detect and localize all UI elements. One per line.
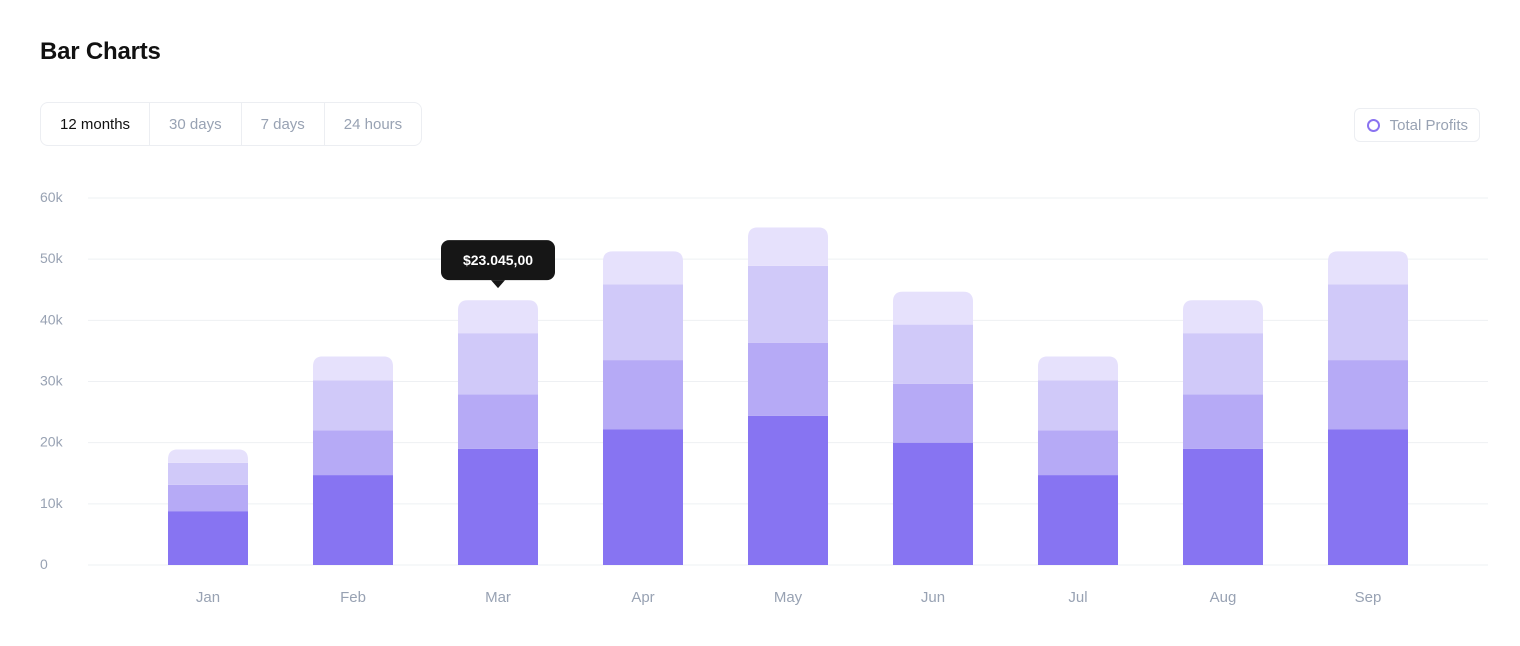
tab-30-days[interactable]: 30 days xyxy=(150,103,242,145)
tab-24-hours[interactable]: 24 hours xyxy=(343,115,403,133)
bar-segment xyxy=(893,383,973,443)
bar-segment xyxy=(313,430,393,476)
bar-segment xyxy=(458,394,538,449)
x-tick-label: Jan xyxy=(196,589,220,606)
bar-stack xyxy=(1038,356,1118,565)
bar-segment xyxy=(1328,360,1408,430)
bar-segment xyxy=(748,415,828,565)
tooltip-pointer xyxy=(491,280,505,289)
x-tick-label: Jun xyxy=(921,589,945,606)
bar-segment xyxy=(168,511,248,565)
page-title: Bar Charts xyxy=(40,38,161,65)
legend-circle-icon xyxy=(1366,118,1380,132)
bar-segment xyxy=(603,360,683,430)
bar-segment xyxy=(1183,333,1263,395)
bar-segment xyxy=(893,324,973,384)
bar-segment xyxy=(603,251,683,285)
bar-segment xyxy=(458,333,538,395)
bar-segment xyxy=(748,265,828,343)
bar-segment xyxy=(458,300,538,334)
time-range-tabs: 12 months 30 days 7 days 24 hours xyxy=(40,102,423,146)
y-tick-label: 10k xyxy=(40,495,64,511)
tab-12-months[interactable]: 12 months xyxy=(41,103,151,145)
tooltip-box xyxy=(441,240,555,281)
x-tick-label: Mar xyxy=(485,589,511,606)
y-tick-label: 40k xyxy=(40,311,64,327)
bar-stack xyxy=(893,291,973,565)
bar-segment xyxy=(748,342,828,416)
bar-segment xyxy=(313,356,393,381)
bar-stack xyxy=(458,300,538,565)
bar-segment xyxy=(1038,475,1118,565)
bar-segment xyxy=(1183,300,1263,334)
bar-segment xyxy=(168,462,248,485)
bar-segment xyxy=(1183,448,1263,565)
bar-stack xyxy=(1328,251,1408,565)
bar-segment xyxy=(313,475,393,565)
bar-stack xyxy=(313,356,393,565)
y-tick-label: 60k xyxy=(40,189,64,205)
bar-segment xyxy=(893,442,973,565)
y-tick-label: 30k xyxy=(40,373,64,389)
legend-total-profits[interactable]: Total Profits xyxy=(1353,108,1480,142)
tooltip-value: $23.045,00 xyxy=(463,252,533,268)
bar-segment xyxy=(458,448,538,565)
bar-segment xyxy=(1183,394,1263,449)
x-tick-label: Jul xyxy=(1068,589,1087,606)
legend-label: Total Profits xyxy=(1389,116,1468,134)
x-tick-label: Sep xyxy=(1355,589,1382,606)
x-tick-label: May xyxy=(774,589,803,606)
bar-segment xyxy=(1038,380,1118,431)
x-tick-label: Apr xyxy=(631,589,654,606)
bar-stack xyxy=(1183,300,1263,565)
bar-segment xyxy=(893,291,973,325)
bar-stack xyxy=(603,251,683,565)
bar-segment xyxy=(1038,430,1118,476)
bar-segment xyxy=(313,380,393,431)
bar-segment xyxy=(748,227,828,266)
bar-segment xyxy=(168,484,248,512)
x-tick-label: Aug xyxy=(1210,589,1237,606)
bar-segment xyxy=(1328,429,1408,565)
y-tick-label: 20k xyxy=(40,434,64,450)
bar-segment xyxy=(603,429,683,565)
y-tick-label: 50k xyxy=(40,250,64,266)
tooltip: $23.045,00 xyxy=(441,240,555,289)
bar-stack xyxy=(748,227,828,565)
bar-stack xyxy=(168,449,248,565)
y-tick-label: 0 xyxy=(40,556,48,572)
bar-segment xyxy=(1328,251,1408,285)
bar-segment xyxy=(603,284,683,361)
tab-7-days[interactable]: 7 days xyxy=(242,103,325,145)
bar-segment xyxy=(168,449,248,463)
bar-segment xyxy=(1038,356,1118,381)
x-tick-label: Feb xyxy=(340,589,366,606)
bar-segment xyxy=(1328,284,1408,361)
